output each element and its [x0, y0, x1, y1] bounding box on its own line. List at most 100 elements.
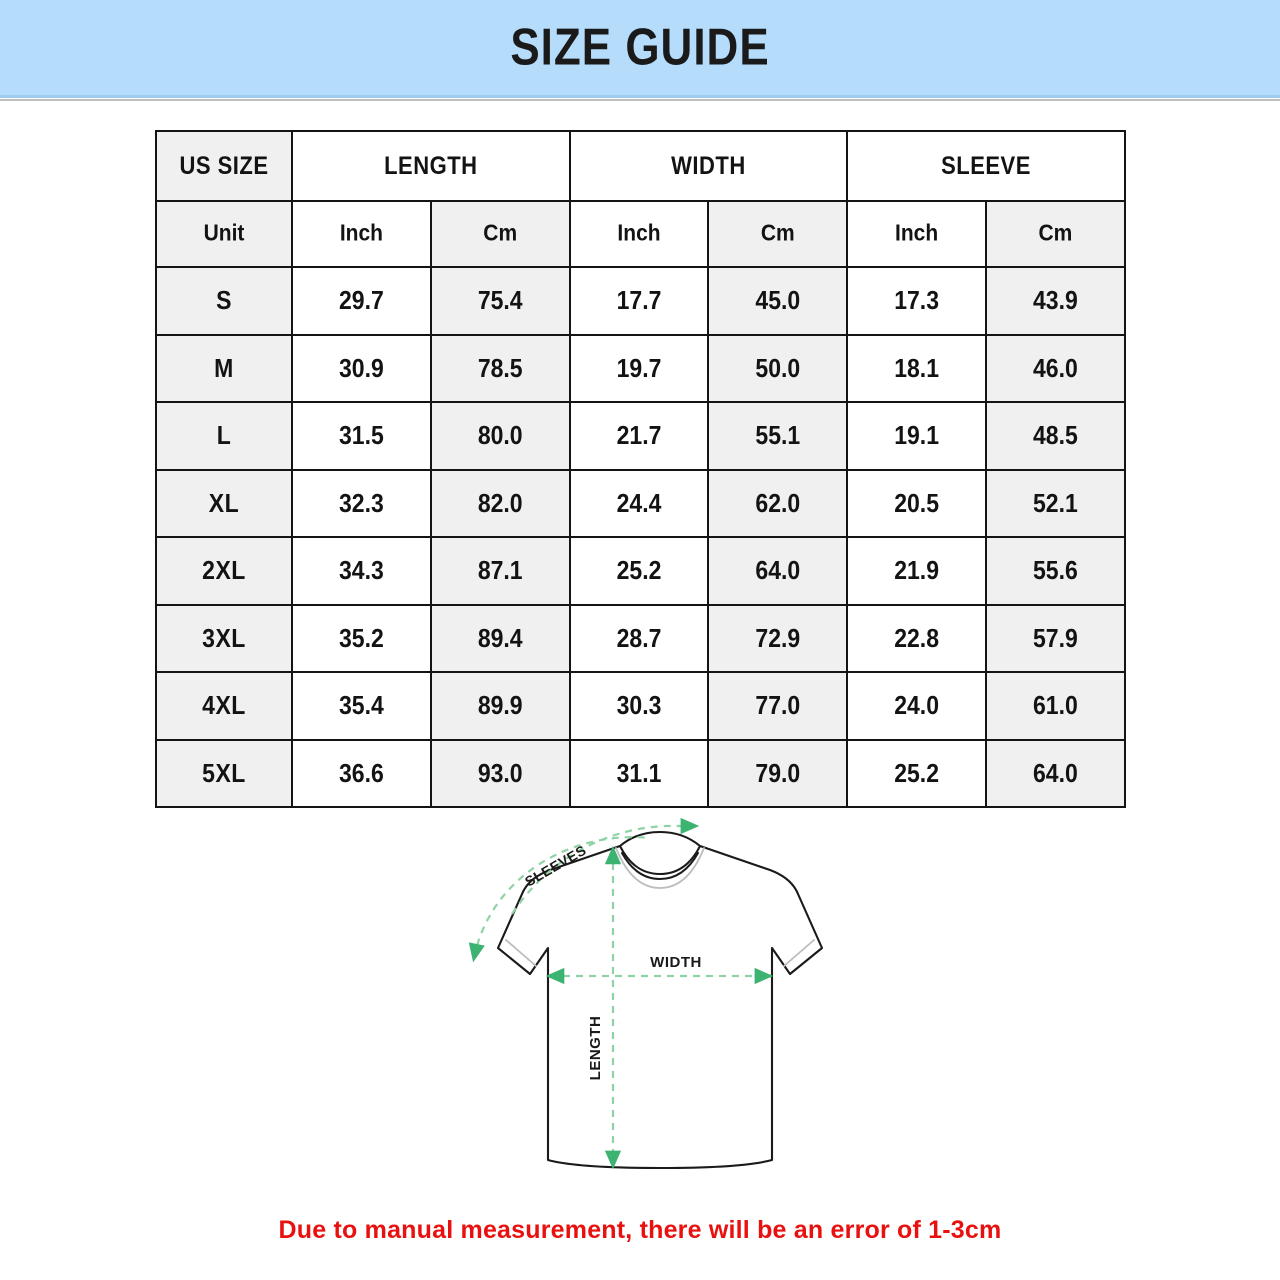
cell-size: 3XL — [155, 603, 293, 673]
cell-sleeve-cm-text: 57.9 — [1033, 623, 1078, 653]
table-row: L 31.5 80.0 21.7 55.1 19.1 48.5 — [155, 401, 1126, 471]
cell-length-inch-text: 35.2 — [339, 623, 384, 653]
cell-sleeve-cm: 57.9 — [985, 603, 1126, 673]
cell-length-inch: 34.3 — [291, 536, 432, 606]
cell-length-cm: 87.1 — [429, 536, 571, 606]
cell-length-cm-text: 87.1 — [477, 555, 523, 585]
header-width-cm: Cm — [707, 200, 849, 268]
cell-width-cm-text: 50.0 — [755, 353, 801, 383]
header-length: LENGTH — [291, 130, 571, 202]
cell-sleeve-cm: 61.0 — [985, 671, 1126, 741]
cell-length-cm-text: 82.0 — [477, 488, 523, 518]
cell-length-cm: 89.9 — [429, 671, 571, 741]
sleeve-hem-detail — [505, 939, 815, 967]
size-chart-table: US SIZE LENGTH WIDTH SLEEVE Unit Inch Cm… — [155, 130, 1126, 808]
cell-size: L — [155, 401, 293, 471]
cell-length-cm-text: 78.5 — [477, 353, 523, 383]
cell-length-inch-text: 32.3 — [339, 488, 384, 518]
cell-length-inch-text: 36.6 — [339, 758, 384, 788]
header-divider — [0, 99, 1280, 101]
cell-sleeve-cm-text: 55.6 — [1033, 555, 1078, 585]
header-width: WIDTH — [568, 130, 849, 202]
cell-sleeve-inch: 24.0 — [846, 671, 987, 741]
cell-length-cm: 93.0 — [429, 738, 571, 808]
cell-sleeve-cm-text: 61.0 — [1033, 690, 1078, 720]
header-length-label: LENGTH — [384, 151, 478, 180]
table-row: 5XL 36.6 93.0 31.1 79.0 25.2 64.0 — [155, 738, 1126, 808]
cell-sleeve-inch: 19.1 — [846, 401, 987, 471]
cell-sleeve-inch: 18.1 — [846, 333, 987, 403]
cell-length-inch: 36.6 — [291, 738, 432, 808]
table-body: S 29.7 75.4 17.7 45.0 17.3 43.9 M 30.9 78.5 19.7 50… — [155, 266, 1126, 808]
cell-length-cm: 78.5 — [429, 333, 571, 403]
cell-length-inch: 35.4 — [291, 671, 432, 741]
cell-width-inch-text: 17.7 — [616, 285, 662, 315]
cell-width-cm-text: 77.0 — [755, 690, 801, 720]
collar-shadow — [615, 847, 705, 889]
cell-length-inch-text: 29.7 — [339, 285, 384, 315]
cell-width-cm-text: 72.9 — [755, 623, 801, 653]
header-length-inch: Inch — [291, 200, 432, 268]
cell-length-inch-text: 35.4 — [339, 690, 384, 720]
cell-width-inch: 30.3 — [568, 671, 710, 741]
cell-sleeve-cm: 43.9 — [985, 266, 1126, 336]
cell-length-inch: 35.2 — [291, 603, 432, 673]
cell-length-cm: 75.4 — [429, 266, 571, 336]
cell-sleeve-inch-text: 24.0 — [894, 690, 939, 720]
cell-sleeve-inch: 25.2 — [846, 738, 987, 808]
cell-length-cm-text: 75.4 — [477, 285, 523, 315]
cell-sleeve-cm: 48.5 — [985, 401, 1126, 471]
cell-width-inch-text: 28.7 — [616, 623, 662, 653]
cell-sleeve-inch-text: 18.1 — [894, 353, 939, 383]
cell-length-inch-text: 31.5 — [339, 420, 384, 450]
cell-size-text: XL — [208, 488, 240, 518]
cell-width-cm-text: 64.0 — [755, 555, 801, 585]
cell-size-text: S — [216, 285, 232, 315]
cell-length-cm-text: 93.0 — [477, 758, 523, 788]
cell-size: 2XL — [155, 536, 293, 606]
tshirt-outline — [496, 830, 824, 1170]
cell-sleeve-cm-text: 43.9 — [1033, 285, 1078, 315]
cell-width-inch-text: 24.4 — [616, 488, 662, 518]
cell-length-inch-text: 30.9 — [339, 353, 384, 383]
cell-width-inch: 28.7 — [568, 603, 710, 673]
cell-sleeve-cm: 46.0 — [985, 333, 1126, 403]
cell-width-cm: 55.1 — [707, 401, 849, 471]
cell-sleeve-cm-text: 48.5 — [1033, 420, 1078, 450]
cell-size-text: L — [216, 420, 232, 450]
cell-width-inch: 21.7 — [568, 401, 710, 471]
cell-sleeve-inch-text: 21.9 — [894, 555, 939, 585]
cell-size: XL — [155, 468, 293, 538]
cell-length-inch: 31.5 — [291, 401, 432, 471]
cell-size: M — [155, 333, 293, 403]
table-row: S 29.7 75.4 17.7 45.0 17.3 43.9 — [155, 266, 1126, 336]
cell-sleeve-inch-text: 19.1 — [894, 420, 939, 450]
size-table-container: US SIZE LENGTH WIDTH SLEEVE Unit Inch Cm… — [155, 130, 1126, 808]
cell-width-inch: 24.4 — [568, 468, 710, 538]
header-unit: Unit — [155, 200, 293, 268]
unit-header-row: Unit Inch Cm Inch Cm Inch Cm — [155, 200, 1126, 268]
cell-length-inch: 30.9 — [291, 333, 432, 403]
cell-width-cm: 64.0 — [707, 536, 849, 606]
cell-sleeve-inch: 21.9 — [846, 536, 987, 606]
cell-width-cm: 77.0 — [707, 671, 849, 741]
header-length-cm: Cm — [429, 200, 571, 268]
cell-size-text: 5XL — [202, 758, 246, 788]
cell-size-text: 4XL — [202, 690, 246, 720]
cell-width-inch-text: 31.1 — [616, 758, 662, 788]
cell-size: 5XL — [155, 738, 293, 808]
cell-length-cm-text: 89.4 — [477, 623, 523, 653]
header-us-size: US SIZE — [155, 130, 293, 202]
cell-sleeve-cm: 64.0 — [985, 738, 1126, 808]
measurement-disclaimer: Due to manual measurement, there will be… — [278, 1216, 1002, 1244]
header-us-size-label: US SIZE — [179, 151, 269, 180]
cell-width-cm-text: 45.0 — [755, 285, 801, 315]
cell-width-cm: 50.0 — [707, 333, 849, 403]
header-sleeve-label: SLEEVE — [941, 151, 1031, 180]
header-sleeve-cm: Cm — [985, 200, 1126, 268]
header-width-label: WIDTH — [671, 151, 746, 180]
cell-width-cm: 45.0 — [707, 266, 849, 336]
cell-width-inch-text: 21.7 — [616, 420, 662, 450]
group-header-row: US SIZE LENGTH WIDTH SLEEVE — [155, 130, 1126, 202]
cell-sleeve-cm: 55.6 — [985, 536, 1126, 606]
